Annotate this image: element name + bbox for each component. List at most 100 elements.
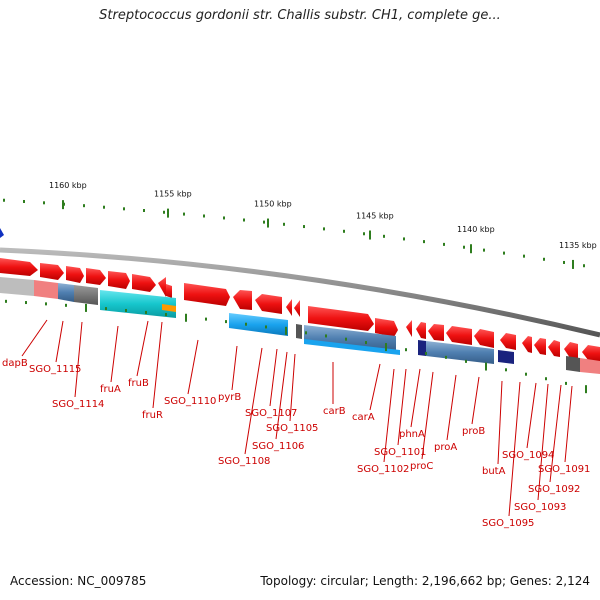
gene-leader-line (537, 383, 549, 501)
gene-arrow[interactable] (233, 290, 252, 310)
gene-arrow[interactable] (108, 271, 130, 289)
gene-label[interactable]: fruR (142, 410, 163, 421)
gene-arrow[interactable] (446, 326, 472, 345)
gene-arrow[interactable] (286, 299, 292, 316)
gene-label[interactable]: SGO_1108 (218, 456, 270, 467)
gene-arrow[interactable] (416, 322, 426, 339)
inner-ruler-tick (385, 343, 387, 352)
inner-ruler-tick (205, 317, 207, 321)
gene-arrow[interactable] (474, 329, 494, 348)
gene-label[interactable]: SGO_1107 (245, 408, 297, 419)
gene-arrow[interactable] (166, 284, 172, 298)
gene-label[interactable]: SGO_1094 (502, 450, 554, 461)
feature-block[interactable] (74, 285, 98, 305)
ruler-tick-label: 1155 kbp (154, 190, 192, 199)
gene-leader-line (410, 368, 421, 428)
feature-block[interactable] (0, 277, 34, 296)
inner-ruler-tick (245, 322, 247, 326)
feature-block[interactable] (34, 280, 58, 299)
gene-label[interactable]: fruA (100, 384, 121, 395)
feature-block[interactable] (418, 340, 426, 356)
summary-text: Topology: circular; Length: 2,196,662 bp… (260, 574, 590, 588)
gene-arrow[interactable] (255, 294, 282, 314)
gene-label[interactable]: SGO_1115 (29, 364, 81, 375)
gene-arrow[interactable] (534, 338, 546, 355)
gene-label[interactable]: SGO_1101 (374, 447, 426, 458)
inner-ruler-tick (125, 308, 127, 312)
gene-label[interactable]: proC (410, 461, 433, 472)
gene-label[interactable]: carA (352, 412, 375, 423)
gene-label[interactable]: proB (462, 426, 485, 437)
inner-ruler-tick (145, 310, 147, 314)
gene-label[interactable]: proA (434, 442, 457, 453)
gene-arrow[interactable] (564, 342, 578, 360)
feature-block[interactable] (296, 324, 302, 339)
feature-block[interactable] (566, 356, 580, 372)
ruler-minor-tick (563, 260, 565, 264)
inner-ruler-tick (65, 303, 67, 307)
gene-label[interactable]: phnA (399, 429, 425, 440)
gene-arrow[interactable] (132, 274, 156, 292)
gene-arrow[interactable] (0, 258, 38, 276)
gene-arrow[interactable] (66, 266, 84, 283)
ruler-minor-tick (83, 204, 85, 208)
ruler-minor-tick (103, 205, 105, 209)
gene-label[interactable]: SGO_1105 (266, 423, 318, 434)
ruler-minor-tick (143, 209, 145, 213)
gene-arrow[interactable] (184, 283, 230, 306)
gene-arrow[interactable] (86, 268, 106, 285)
gene-label[interactable]: pyrB (218, 392, 241, 403)
gene-label[interactable]: SGO_1102 (357, 464, 409, 475)
gene-label[interactable]: carB (323, 406, 346, 417)
gene-arrow[interactable] (406, 320, 412, 337)
feature-block[interactable] (100, 290, 176, 318)
gene-arrow[interactable] (522, 336, 532, 353)
gene-leader-line (244, 347, 263, 455)
ruler-major-tick (470, 244, 472, 254)
gene-arrow[interactable] (500, 333, 516, 350)
inner-ruler-tick (525, 372, 527, 376)
gene-leader-line (383, 368, 395, 463)
gene-arrow[interactable] (582, 345, 600, 362)
inner-ruler-tick (565, 381, 567, 385)
ruler-minor-tick (383, 234, 385, 238)
gene-label[interactable]: SGO_1106 (252, 441, 304, 452)
gene-arrow[interactable] (375, 318, 398, 337)
gene-label[interactable]: SGO_1092 (528, 484, 580, 495)
feature-block[interactable] (229, 313, 288, 336)
inner-ruler-tick (105, 307, 107, 311)
gene-arrow[interactable] (428, 324, 444, 341)
gene-arrow[interactable] (40, 263, 64, 280)
gene-leader-line (187, 339, 199, 395)
gene-label[interactable]: butA (482, 466, 506, 477)
gene-arrow[interactable] (548, 340, 560, 357)
feature-block[interactable] (580, 358, 600, 374)
feature-block[interactable] (498, 350, 514, 364)
feature-block[interactable] (162, 304, 176, 312)
gene-label[interactable]: SGO_1095 (482, 518, 534, 529)
ruler-minor-tick (323, 227, 325, 231)
inner-ruler-tick (445, 355, 447, 359)
gene-arrow[interactable] (294, 300, 300, 317)
inner-ruler-tick (185, 313, 187, 322)
gene-label[interactable]: SGO_1114 (52, 399, 104, 410)
gene-label[interactable]: SGO_1091 (538, 464, 590, 475)
gene-arrow[interactable] (158, 277, 166, 297)
gene-arrow[interactable] (308, 306, 374, 331)
feature-block[interactable] (58, 283, 74, 302)
gene-label[interactable]: fruB (128, 378, 149, 389)
ruler-minor-tick (363, 232, 365, 236)
gene-label[interactable]: SGO_1093 (514, 502, 566, 513)
inner-ruler-tick (165, 313, 167, 317)
feature-block[interactable] (304, 339, 400, 355)
inner-ruler-tick (265, 325, 267, 329)
ruler-minor-ticks (3, 198, 585, 268)
gene-leader-line (275, 351, 288, 440)
feature-block[interactable] (426, 341, 494, 364)
ruler-minor-tick (283, 222, 285, 226)
gene-label[interactable]: SGO_1110 (164, 396, 216, 407)
gene-leader-line (55, 320, 64, 363)
feature-block[interactable] (304, 325, 396, 352)
gene-label[interactable]: dapB (2, 358, 28, 369)
